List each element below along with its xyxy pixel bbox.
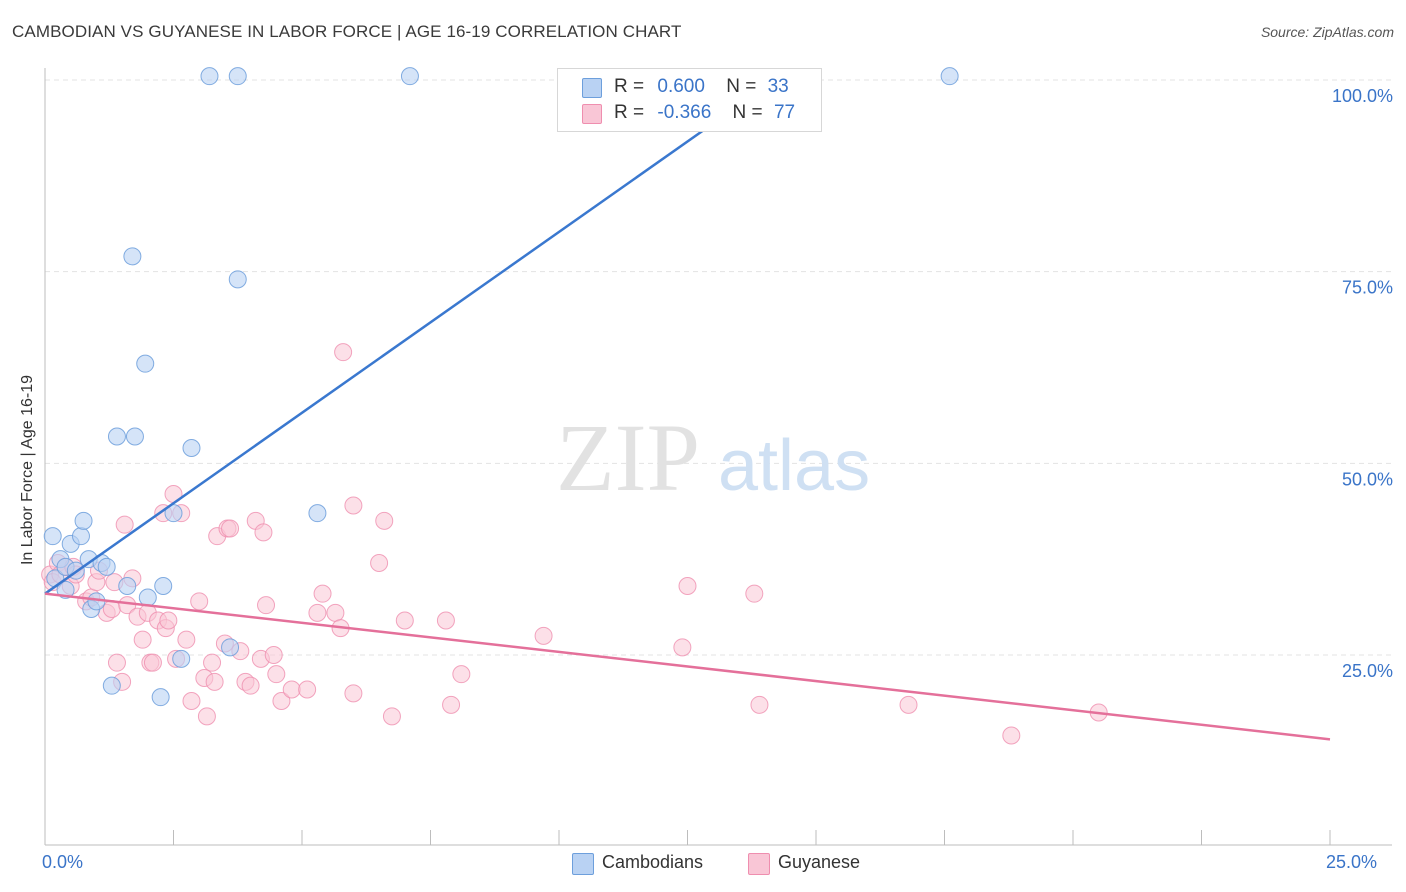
guyanese-point bbox=[267, 665, 286, 684]
guyanese-point bbox=[1002, 726, 1021, 745]
source-label: Source: ZipAtlas.com bbox=[1260, 24, 1394, 40]
guyanese-point bbox=[133, 630, 152, 649]
cambodian-point bbox=[308, 504, 327, 523]
guyanese-point bbox=[745, 584, 764, 603]
guyanese-point bbox=[115, 515, 134, 534]
cambodian-point bbox=[71, 527, 90, 546]
guyanese-point bbox=[197, 707, 216, 726]
guyanese-point bbox=[257, 596, 276, 615]
cambodian-point bbox=[102, 676, 121, 695]
y-tick-label: 25.0% bbox=[1342, 661, 1393, 681]
guyanese-point bbox=[203, 653, 222, 672]
guyanese-point bbox=[190, 592, 209, 611]
cambodian-point bbox=[221, 638, 240, 657]
guyanese-point bbox=[326, 603, 345, 622]
y-tick-labels: 25.0% 50.0% 75.0% 100.0% bbox=[1332, 86, 1393, 681]
legend-r-value: -0.366 bbox=[657, 102, 712, 123]
cambodian-point bbox=[400, 67, 419, 86]
cambodian-trend-line bbox=[44, 78, 776, 595]
x-tick-min: 0.0% bbox=[42, 852, 84, 872]
bottom-legend-swatch-pink bbox=[748, 853, 770, 875]
legend-n-label: N = bbox=[732, 102, 763, 123]
guyanese-point bbox=[344, 684, 363, 703]
watermark-zip: ZIP bbox=[556, 404, 700, 511]
bottom-legend-label-cambodians: Cambodians bbox=[602, 852, 704, 872]
gridlines bbox=[45, 79, 1392, 656]
guyanese-point bbox=[334, 343, 353, 362]
legend-r-value: 0.600 bbox=[657, 76, 705, 97]
guyanese-point bbox=[452, 665, 471, 684]
guyanese-point bbox=[442, 695, 461, 714]
guyanese-point bbox=[182, 692, 201, 710]
y-tick-label: 75.0% bbox=[1342, 278, 1393, 298]
guyanese-point bbox=[375, 511, 394, 530]
cambodian-point bbox=[940, 67, 959, 86]
cambodian-point bbox=[151, 688, 170, 707]
cambodian-point bbox=[136, 354, 155, 373]
legend-n-label: N = bbox=[726, 76, 757, 97]
guyanese-point bbox=[282, 680, 301, 699]
legend-n-value: 33 bbox=[767, 76, 789, 97]
cambodian-point bbox=[182, 439, 201, 457]
guyanese-point bbox=[395, 611, 414, 630]
trend-lines bbox=[44, 78, 1331, 741]
guyanese-trend-line bbox=[44, 592, 1331, 741]
cambodian-point bbox=[97, 557, 116, 576]
cambodian-point bbox=[123, 247, 142, 266]
guyanese-point bbox=[382, 707, 401, 726]
guyanese-point bbox=[298, 680, 317, 699]
guyanese-point bbox=[678, 577, 697, 595]
legend-r-label: R = bbox=[614, 102, 645, 123]
cambodian-point bbox=[228, 270, 247, 289]
guyanese-point bbox=[254, 523, 273, 542]
guyanese-point bbox=[272, 692, 291, 710]
guyanese-point bbox=[750, 695, 769, 714]
guyanese-point bbox=[159, 611, 178, 630]
cambodian-point bbox=[228, 67, 247, 86]
y-tick-label: 100.0% bbox=[1332, 86, 1393, 106]
legend-r-label: R = bbox=[614, 76, 645, 97]
guyanese-point bbox=[143, 653, 162, 672]
bottom-legend-label-guyanese: Guyanese bbox=[778, 852, 861, 872]
cambodian-point bbox=[107, 427, 126, 446]
legend-n-value: 77 bbox=[773, 102, 796, 123]
guyanese-point bbox=[308, 603, 327, 622]
cambodian-point bbox=[125, 427, 144, 446]
guyanese-point bbox=[673, 638, 692, 657]
guyanese-point bbox=[177, 630, 196, 649]
cambodian-point bbox=[74, 511, 93, 530]
cambodian-point bbox=[172, 649, 191, 668]
cambodian-point bbox=[118, 577, 137, 595]
x-tick-max: 25.0% bbox=[1326, 852, 1378, 872]
guyanese-point bbox=[221, 519, 240, 538]
chart-title: CAMBODIAN VS GUYANESE IN LABOR FORCE | A… bbox=[12, 22, 682, 41]
guyanese-point bbox=[344, 496, 363, 515]
guyanese-point bbox=[899, 695, 918, 714]
cambodian-point bbox=[56, 580, 75, 599]
guyanese-point bbox=[534, 626, 553, 645]
legend-swatch-blue bbox=[582, 78, 602, 98]
axes bbox=[44, 68, 1392, 846]
guyanese-point bbox=[313, 584, 332, 603]
guyanese-point bbox=[436, 611, 455, 630]
guyanese-point bbox=[205, 672, 224, 691]
cambodian-point bbox=[200, 67, 219, 86]
guyanese-point bbox=[107, 653, 126, 672]
bottom-legend-swatch-blue bbox=[572, 853, 594, 875]
guyanese-point bbox=[241, 676, 260, 695]
watermark: ZIP atlas bbox=[556, 404, 870, 511]
cambodian-point bbox=[154, 577, 173, 595]
cambodian-point bbox=[43, 527, 62, 546]
guyanese-point bbox=[264, 646, 283, 664]
guyanese-point bbox=[370, 554, 389, 572]
watermark-atlas: atlas bbox=[718, 426, 870, 506]
correlation-legend: R = 0.600 N = 33 R = -0.366 N = 77 bbox=[557, 68, 822, 132]
y-tick-label: 50.0% bbox=[1342, 469, 1393, 489]
legend-swatch-pink bbox=[582, 104, 602, 124]
